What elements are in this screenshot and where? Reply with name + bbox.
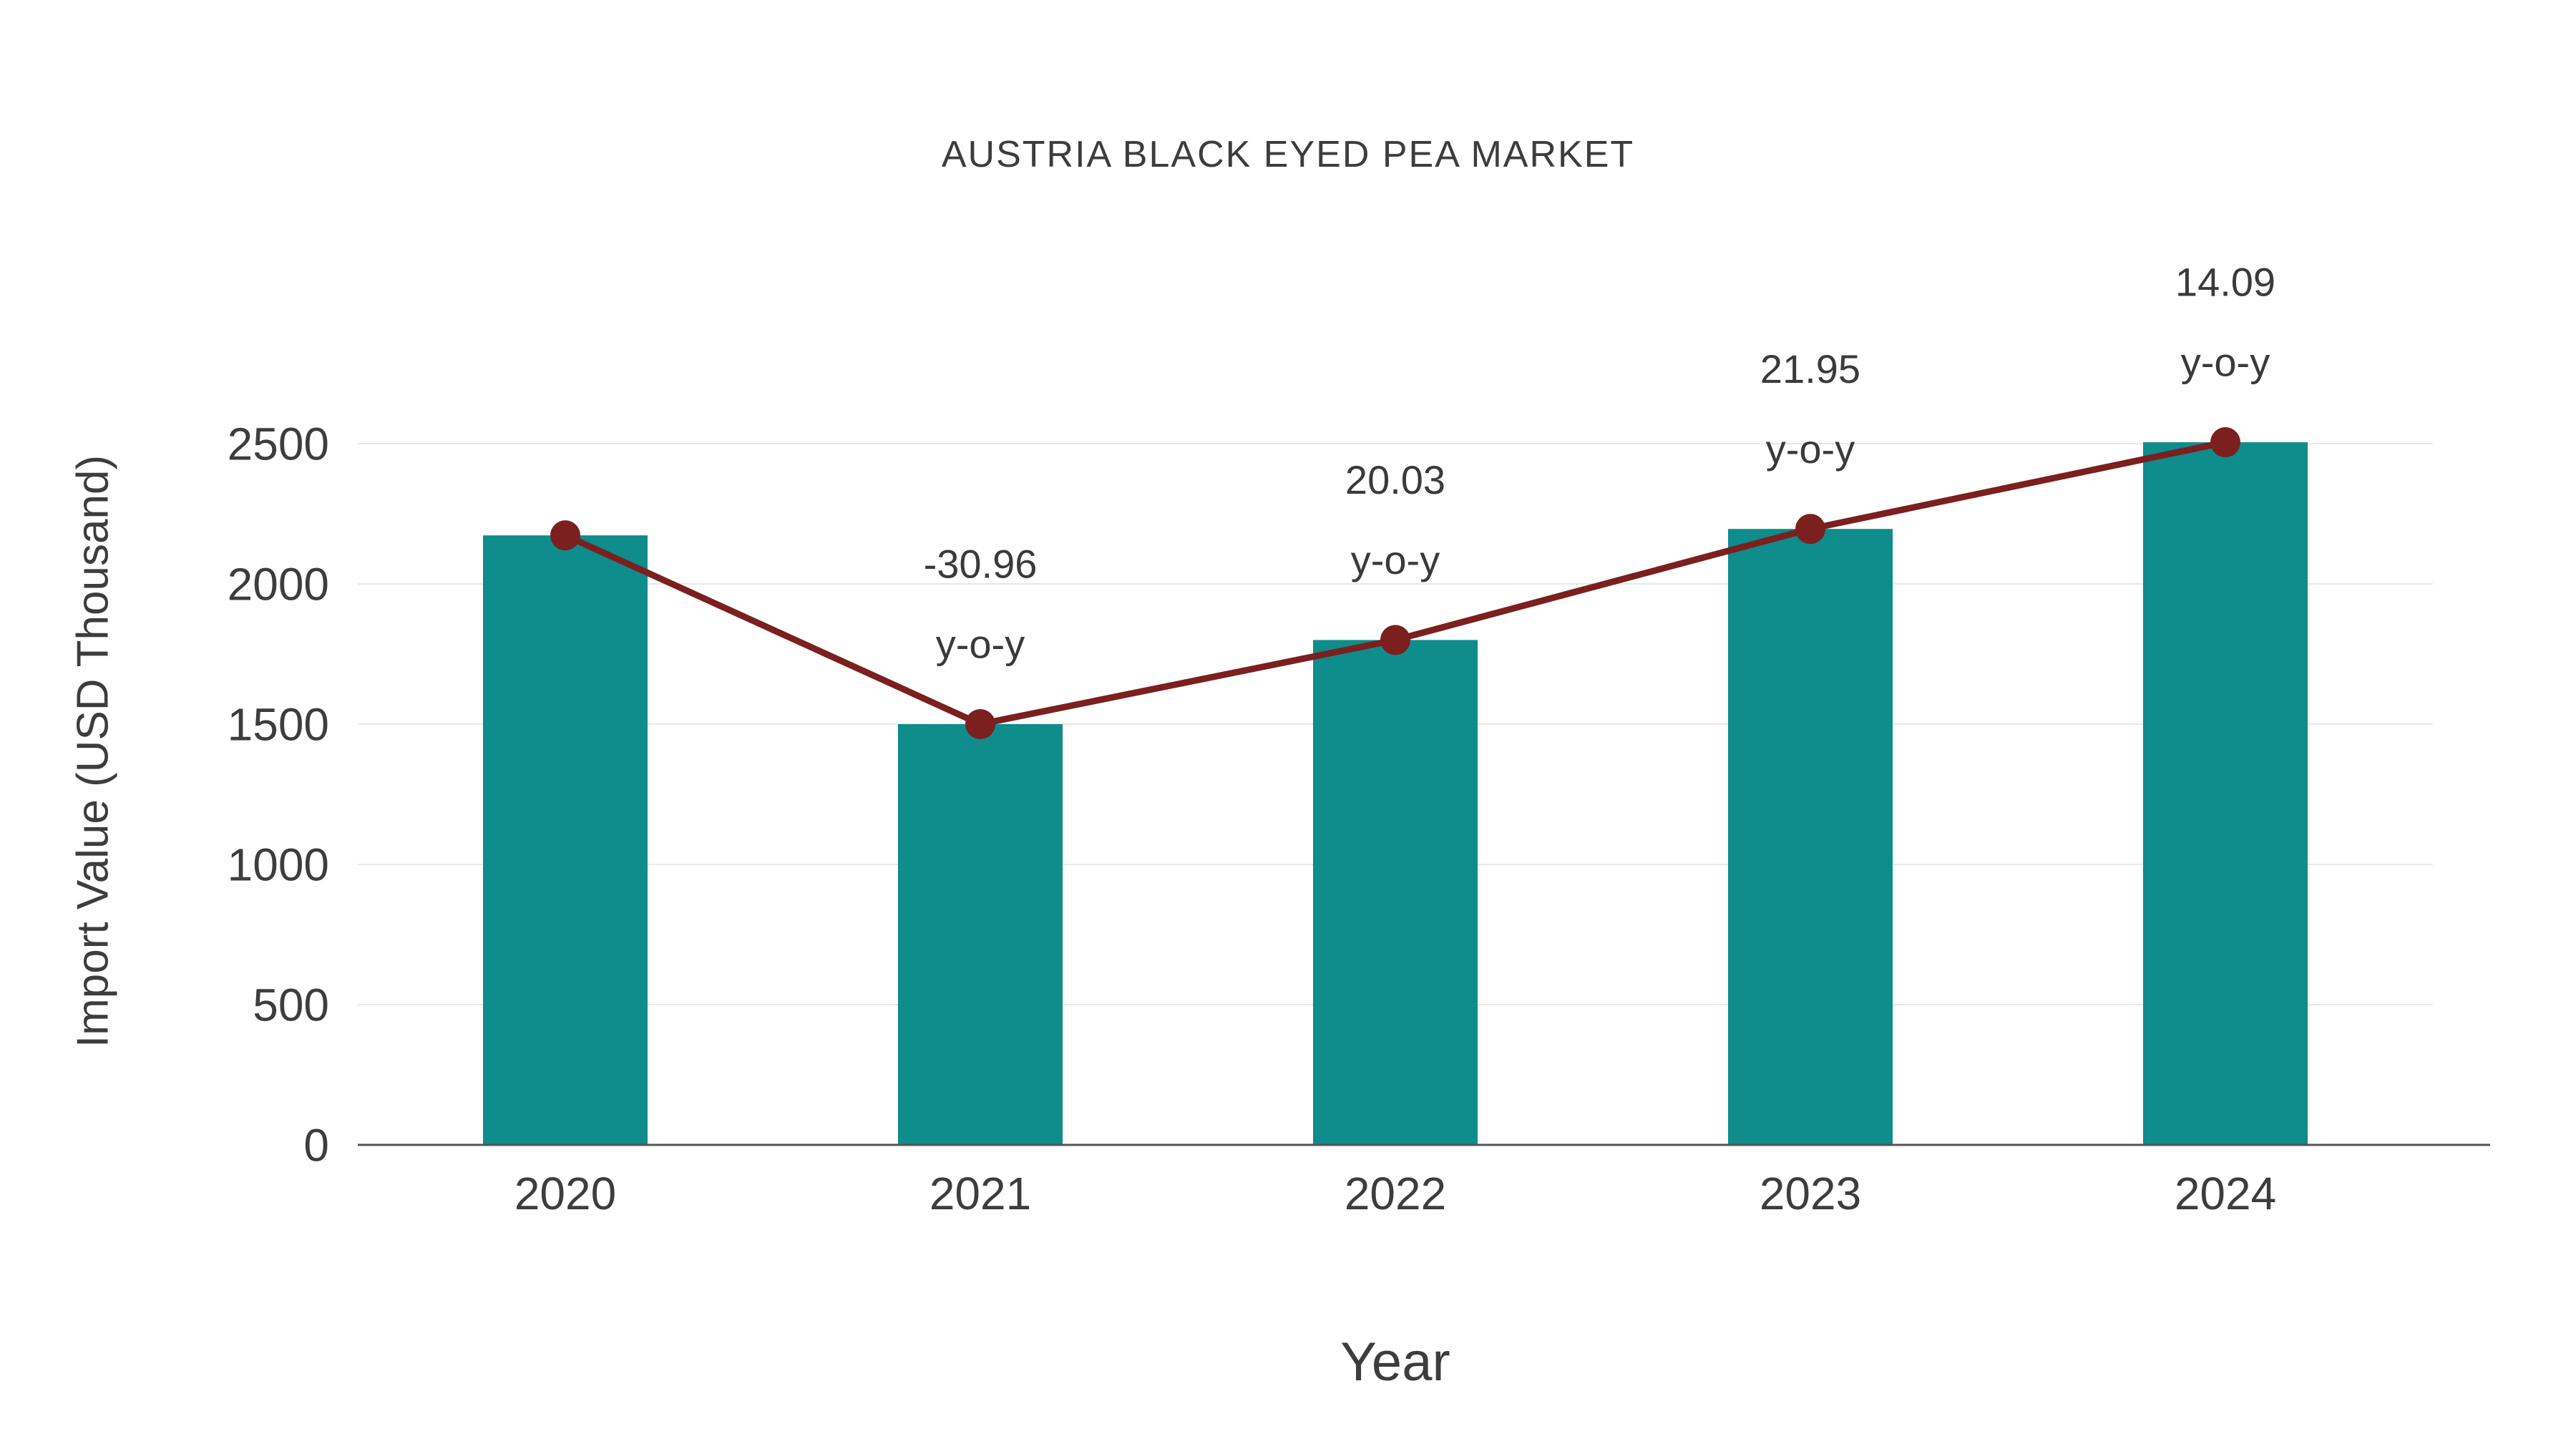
y-axis-title: Import Value (USD Thousand) xyxy=(68,454,118,1048)
y-tick-label-2000: 2000 xyxy=(228,558,329,610)
yoy-marker-2023 xyxy=(1795,514,1825,545)
annotation-yoy-2022: y-o-y xyxy=(1351,537,1440,582)
yoy-marker-2021 xyxy=(965,709,995,739)
annotation-yoy-2021: y-o-y xyxy=(936,622,1025,667)
x-tick-label-2023: 2023 xyxy=(1760,1168,1861,1219)
x-tick-label-2024: 2024 xyxy=(2175,1168,2276,1219)
y-tick-label-1500: 1500 xyxy=(228,698,329,750)
bar-2023 xyxy=(1728,529,1893,1145)
chart-title: AUSTRIA BLACK EYED PEA MARKET xyxy=(941,134,1635,175)
annotation-yoy-2024: y-o-y xyxy=(2181,340,2270,385)
annotation-value-2024: 14.09 xyxy=(2175,260,2275,305)
x-tick-label-2022: 2022 xyxy=(1345,1168,1446,1219)
x-tick-label-2020: 2020 xyxy=(514,1168,616,1219)
annotation-value-2022: 20.03 xyxy=(1345,457,1445,502)
annotation-value-2021: -30.96 xyxy=(924,542,1038,587)
yoy-marker-2024 xyxy=(2210,427,2240,458)
bar-2021 xyxy=(898,724,1063,1145)
bar-2024 xyxy=(2143,442,2308,1145)
y-tick-label-0: 0 xyxy=(303,1119,329,1171)
x-axis-title: Year xyxy=(1340,1332,1450,1392)
bar-2022 xyxy=(1313,640,1478,1145)
yoy-marker-2020 xyxy=(550,520,580,551)
y-tick-label-1000: 1000 xyxy=(228,839,329,890)
annotation-value-2023: 21.95 xyxy=(1760,346,1860,391)
bar-2020 xyxy=(483,535,648,1145)
yoy-marker-2022 xyxy=(1380,625,1410,655)
y-tick-label-2500: 2500 xyxy=(228,418,329,469)
x-tick-label-2021: 2021 xyxy=(930,1168,1031,1219)
y-tick-label-500: 500 xyxy=(253,979,329,1030)
annotation-yoy-2023: y-o-y xyxy=(1766,426,1855,472)
